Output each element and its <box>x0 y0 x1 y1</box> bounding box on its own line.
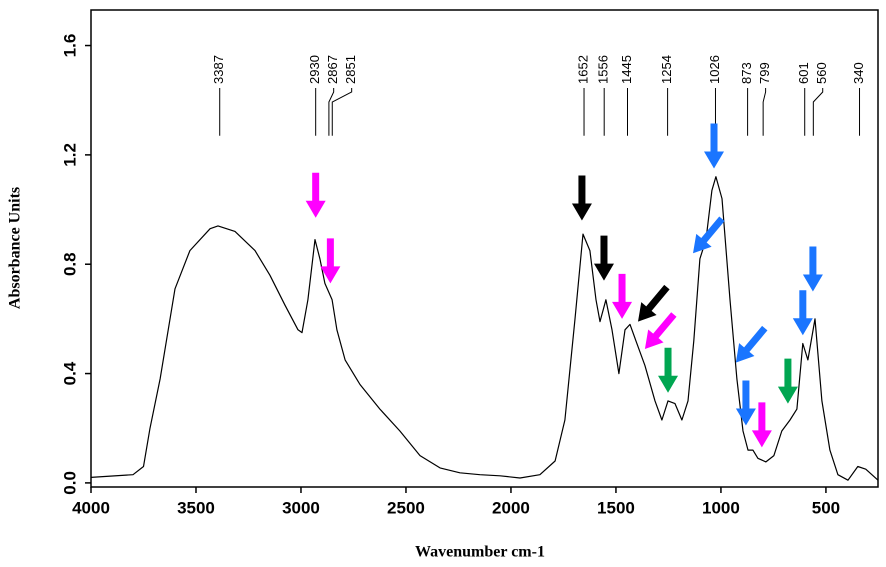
peak-leader <box>328 88 335 136</box>
peak-label: 2867 <box>325 55 340 84</box>
arrow <box>802 246 823 292</box>
y-tick-label: 0.4 <box>60 361 79 385</box>
x-tick-label: 2500 <box>387 498 425 517</box>
arrow <box>305 172 326 218</box>
peak-label: 1652 <box>575 55 590 84</box>
peak-leader <box>812 88 824 136</box>
arrow <box>612 273 633 319</box>
y-tick-label: 1.6 <box>60 34 79 58</box>
arrow <box>704 123 725 169</box>
peak-label: 2851 <box>343 55 358 84</box>
arrow <box>644 312 677 349</box>
x-axis-title: Wavenumber cm-1 <box>415 544 545 561</box>
x-tick-label: 1500 <box>597 498 635 517</box>
x-tick-label: 2000 <box>492 498 530 517</box>
y-tick-label: 0.0 <box>60 471 79 495</box>
peak-label: 1026 <box>707 55 722 84</box>
arrow <box>571 175 592 221</box>
y-tick-label: 0.8 <box>60 252 79 276</box>
peak-label: 799 <box>757 62 772 84</box>
peak-leader <box>331 88 353 136</box>
x-tick-label: 500 <box>812 498 840 517</box>
arrow <box>792 290 813 336</box>
arrow <box>751 402 772 448</box>
peak-label: 1254 <box>659 55 674 84</box>
arrow <box>777 358 798 404</box>
arrow <box>658 347 679 393</box>
spectrum-line <box>90 176 879 481</box>
peak-label: 560 <box>814 62 829 84</box>
y-tick-label: 1.2 <box>60 143 79 167</box>
peak-label: 873 <box>739 62 754 84</box>
y-axis-title: Absorbance Units <box>7 187 24 309</box>
x-tick-label: 4000 <box>72 498 110 517</box>
peak-label: 3387 <box>211 55 226 84</box>
arrow <box>320 238 341 284</box>
arrow <box>735 380 756 426</box>
arrow <box>735 325 768 363</box>
peak-label: 1556 <box>596 55 611 84</box>
arrow <box>693 216 725 254</box>
peak-label: 340 <box>851 62 866 84</box>
x-tick-label: 3500 <box>177 498 215 517</box>
plot-frame <box>90 9 879 488</box>
peak-label: 1445 <box>619 55 634 84</box>
peak-leader <box>762 88 767 136</box>
x-tick-label: 3000 <box>282 498 320 517</box>
arrow <box>593 235 614 281</box>
peak-label: 2930 <box>307 55 322 84</box>
arrow <box>637 284 670 322</box>
x-tick-label: 1000 <box>702 498 740 517</box>
peak-label: 601 <box>796 62 811 84</box>
